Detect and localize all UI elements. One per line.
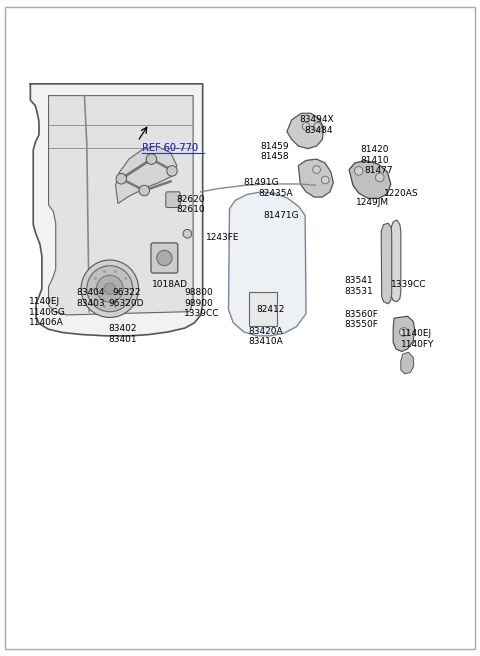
Text: 1140GG: 1140GG [28,308,65,317]
Text: 82412: 82412 [256,305,285,314]
FancyBboxPatch shape [166,192,180,207]
Ellipse shape [399,327,408,337]
Ellipse shape [116,173,127,184]
Text: 1140FY: 1140FY [401,340,434,349]
Text: 83402: 83402 [109,324,137,333]
Polygon shape [228,192,306,336]
Text: 1140EJ: 1140EJ [28,297,60,306]
Ellipse shape [87,266,133,312]
Ellipse shape [96,276,123,302]
Text: REF 60-770: REF 60-770 [142,143,198,153]
Text: 1140EJ: 1140EJ [401,329,432,338]
Text: REF 60-770: REF 60-770 [142,143,198,153]
Text: 83420A: 83420A [249,327,283,336]
Ellipse shape [157,251,172,266]
Text: 83410A: 83410A [249,337,283,346]
Text: 83560F: 83560F [344,310,378,319]
Text: 1339CC: 1339CC [184,309,219,318]
Ellipse shape [313,166,321,173]
Text: 81477: 81477 [364,167,393,175]
Polygon shape [116,146,177,203]
Text: 1339CC: 1339CC [391,280,427,289]
Ellipse shape [314,123,322,130]
Polygon shape [401,352,414,374]
Polygon shape [287,113,324,149]
Polygon shape [393,316,415,352]
Text: 82620: 82620 [177,195,205,203]
Text: 81491G: 81491G [244,178,279,187]
Text: 83401: 83401 [109,335,137,344]
Ellipse shape [375,173,384,182]
Text: 1018AD: 1018AD [152,280,188,289]
Ellipse shape [302,123,310,130]
Text: 83484: 83484 [305,126,333,134]
Polygon shape [390,220,401,302]
Text: 81420: 81420 [360,146,389,154]
Text: 81459: 81459 [261,142,289,150]
Text: 98900: 98900 [184,298,213,308]
Text: 1220AS: 1220AS [384,189,418,197]
Text: 81410: 81410 [360,156,389,165]
Polygon shape [48,96,193,315]
Text: 83541: 83541 [344,276,373,285]
Ellipse shape [322,176,329,184]
FancyBboxPatch shape [151,243,178,273]
Bar [249,292,277,326]
Text: 83404: 83404 [76,288,105,297]
Text: 96320D: 96320D [109,298,144,308]
Text: 96322: 96322 [112,288,141,297]
Text: 82610: 82610 [177,205,205,214]
Ellipse shape [104,283,116,295]
Text: 1243FE: 1243FE [205,233,239,242]
Text: 83494X: 83494X [300,115,335,125]
Ellipse shape [81,260,139,318]
Ellipse shape [139,185,150,195]
Text: 83550F: 83550F [344,320,378,329]
Ellipse shape [354,167,363,175]
Ellipse shape [183,230,192,238]
Text: 11406A: 11406A [28,318,63,327]
Polygon shape [299,159,333,197]
Text: 81458: 81458 [261,152,289,161]
Polygon shape [381,223,392,304]
Ellipse shape [146,154,157,165]
Text: 98800: 98800 [184,288,213,297]
Text: 82435A: 82435A [258,189,293,197]
Text: 81471G: 81471G [263,211,299,220]
Text: 1249JM: 1249JM [356,198,389,207]
Polygon shape [349,161,391,198]
Polygon shape [30,84,203,336]
Text: 83403: 83403 [76,298,105,308]
Text: 83531: 83531 [344,287,373,296]
Ellipse shape [167,165,177,176]
